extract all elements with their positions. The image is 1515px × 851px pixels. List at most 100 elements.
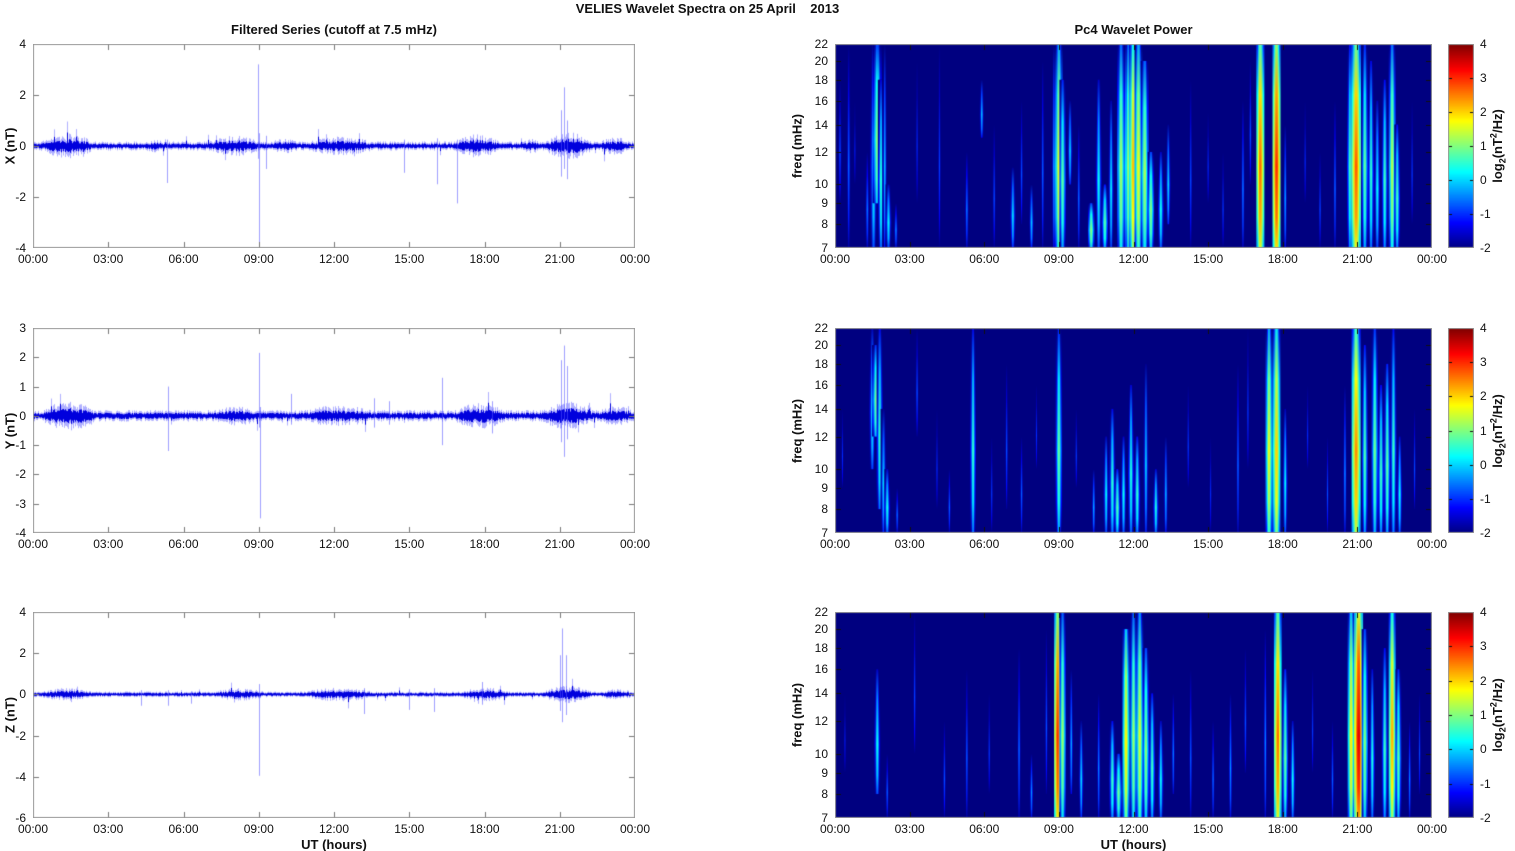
colorbar-z-canvas <box>1448 612 1474 818</box>
x-tick-label: 12:00 <box>1118 252 1149 266</box>
x-tick-label: 15:00 <box>1193 537 1224 551</box>
x-tick-label: 12:00 <box>1118 822 1149 836</box>
x-tick-label: 18:00 <box>469 252 500 266</box>
y-tick-label: 10 <box>814 462 828 477</box>
x-tick-label: 12:00 <box>318 537 350 551</box>
z-series-canvas <box>33 612 635 818</box>
y-tick-label: 2 <box>19 88 26 102</box>
x-tick-label: 06:00 <box>168 537 199 551</box>
y-tick-label: 8 <box>821 502 828 517</box>
y-tick-label: 18 <box>814 641 828 656</box>
colorbar-tick-label: 2 <box>1480 673 1487 688</box>
y-tick-label: 12 <box>814 429 828 444</box>
y-axis-label-box: freq (mHz) <box>789 328 805 533</box>
x-tick-label: 18:00 <box>1267 537 1298 551</box>
x-tick-label: 21:00 <box>544 822 575 836</box>
plot-x-filtered-series: Filtered Series (cutoff at 7.5 mHz) X (n… <box>3 22 651 266</box>
x-tick-label: 21:00 <box>1342 822 1373 836</box>
y-tick-label: 16 <box>814 662 828 677</box>
x-tick-label: 09:00 <box>1043 822 1074 836</box>
plot-z-filtered-series: Z (nT) UT (hours) 00:00 03:00 06:00 09:00 12… <box>3 605 651 851</box>
colorbar-tick-label: -2 <box>1480 526 1491 540</box>
x-tick-label: 06:00 <box>969 252 1000 266</box>
x-tick-label: 15:00 <box>1193 822 1224 836</box>
colorbar-tick-label: 3 <box>1480 355 1487 370</box>
colorbar-x: log2(nT2/Hz) 4 3 2 1 0 -1 -2 <box>1448 37 1507 255</box>
x-tick-label: 21:00 <box>544 537 575 551</box>
plot-y-filtered-series: Y (nT) 00:00 03:00 06:00 09:00 12:00 15:00 18:… <box>3 321 651 551</box>
y-tick-label: 16 <box>814 93 828 108</box>
x-tick-label: 15:00 <box>1193 252 1224 266</box>
y-axis-label-box: freq (mHz) <box>789 612 805 818</box>
x-wavelet-canvas <box>835 44 1432 248</box>
y-tick-label: 4 <box>19 605 26 619</box>
x-tick-label: 18:00 <box>1267 822 1298 836</box>
y-tick-label: 7 <box>821 811 828 825</box>
y-axis-label-freq: freq (mHz) <box>789 682 805 748</box>
y-axis-label-box: Z (nT) <box>2 612 18 818</box>
x-tick-label: 06:00 <box>168 252 199 266</box>
x-tick-label: 21:00 <box>544 252 575 266</box>
x-tick-label: 06:00 <box>969 537 1000 551</box>
y-tick-label: 0 <box>19 139 26 153</box>
x-tick-label: 06:00 <box>168 822 199 836</box>
z-wavelet-canvas <box>835 612 1432 818</box>
colorbar-tick-label: 0 <box>1480 742 1487 757</box>
x-tick-label: 00:00 <box>1416 537 1448 551</box>
colorbar-z: log2(nT2/Hz) 4 3 2 1 0 -1 -2 <box>1448 605 1507 825</box>
y-tick-label: -3 <box>15 496 26 511</box>
colorbar-x-canvas <box>1448 44 1474 248</box>
y-tick-label: 14 <box>814 117 828 132</box>
y-tick-label: -4 <box>15 526 26 540</box>
y-tick-label: 2 <box>19 646 26 661</box>
y-tick-label: -2 <box>15 467 26 482</box>
plot-y-wavelet-power: freq (mHz) 00:00 03:00 06:00 09:00 12:00 15:0… <box>790 321 1448 551</box>
plot-title-filtered-series: Filtered Series (cutoff at 7.5 mHz) <box>231 22 437 37</box>
y-tick-label: 7 <box>821 241 828 255</box>
x-tick-label: 03:00 <box>93 252 124 266</box>
colorbar-tick-label: -2 <box>1480 811 1491 825</box>
x-tick-label: 03:00 <box>894 822 925 836</box>
y-tick-label: 2 <box>19 350 26 365</box>
x-tick-label: 12:00 <box>318 252 350 266</box>
y-tick-label: 7 <box>821 526 828 540</box>
y-tick-label: 12 <box>814 714 828 729</box>
colorbar-tick-label: 3 <box>1480 639 1487 654</box>
colorbar-tick-label: 4 <box>1480 321 1487 335</box>
y-tick-label: 20 <box>814 622 828 637</box>
x-tick-label: 00:00 <box>17 822 49 836</box>
x-tick-label: 12:00 <box>1118 537 1149 551</box>
colorbar-tick-label: 2 <box>1480 105 1487 119</box>
y-tick-label: -4 <box>15 769 26 784</box>
colorbar-tick-label: 1 <box>1480 139 1487 153</box>
y-axis-label-box: X (nT) <box>2 44 18 248</box>
figure-title: VELIES Wavelet Spectra on 25 April 2013 <box>575 1 840 16</box>
x-tick-label: 00:00 <box>619 822 651 836</box>
colorbar-y: log2(nT2/Hz) 4 3 2 1 0 -1 -2 <box>1448 321 1507 540</box>
y-tick-label: 22 <box>814 605 828 619</box>
x-tick-label: 03:00 <box>894 537 925 551</box>
x-tick-label: 15:00 <box>394 537 425 551</box>
y-tick-label: 14 <box>814 401 828 416</box>
y-tick-label: 20 <box>814 338 828 353</box>
colorbar-label-box: log2(nT2/Hz) <box>1489 44 1508 248</box>
colorbar-label: log2(nT2/Hz) <box>1488 678 1508 752</box>
y-series-canvas <box>33 328 635 533</box>
x-tick-label: 09:00 <box>1043 252 1074 266</box>
colorbar-tick-label: -1 <box>1480 207 1491 221</box>
plot-title-pc4-wavelet-power: Pc4 Wavelet Power <box>1074 22 1193 37</box>
x-tick-label: 03:00 <box>93 822 124 836</box>
plot-z-wavelet-power: freq (mHz) UT (hours) 00:00 03:00 06:00 09:… <box>790 605 1448 851</box>
x-tick-label: 18:00 <box>469 822 500 836</box>
x-tick-label: 21:00 <box>1342 252 1373 266</box>
colorbar-label-box: log2(nT2/Hz) <box>1489 328 1508 533</box>
y-tick-label: 3 <box>19 321 26 335</box>
colorbar-y-canvas <box>1448 328 1474 533</box>
x-tick-label: 09:00 <box>1043 537 1074 551</box>
x-tick-label: 03:00 <box>894 252 925 266</box>
x-axis-label-ut-hours: UT (hours) <box>301 837 367 851</box>
x-tick-label: 00:00 <box>17 537 49 551</box>
x-tick-label: 03:00 <box>93 537 124 551</box>
y-tick-label: -2 <box>15 728 26 743</box>
